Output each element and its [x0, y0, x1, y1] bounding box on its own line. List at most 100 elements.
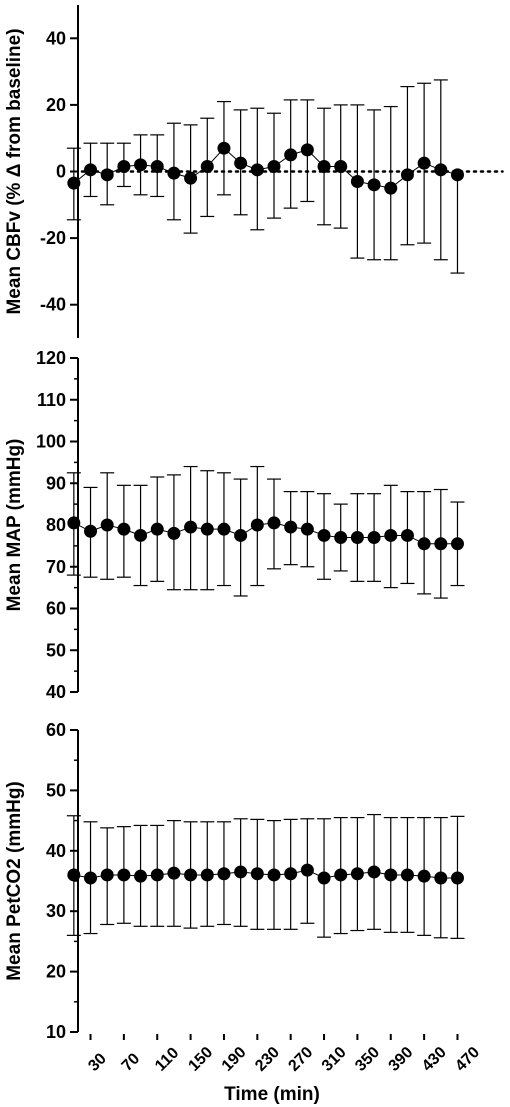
- data-point: [67, 176, 81, 190]
- data-point: [450, 537, 464, 551]
- data-point: [100, 868, 114, 882]
- data-point: [417, 869, 431, 883]
- y-tick-label: 80: [46, 515, 66, 535]
- y-tick-label: 60: [46, 720, 66, 740]
- data-point: [234, 156, 248, 170]
- x-tick-label: 190: [219, 1044, 250, 1075]
- data-point: [200, 160, 214, 174]
- data-point: [450, 168, 464, 182]
- data-point: [367, 178, 381, 192]
- data-point: [84, 163, 98, 177]
- data-point: [367, 531, 381, 545]
- data-point: [100, 518, 114, 532]
- data-point: [434, 871, 448, 885]
- x-tick-label: 110: [152, 1044, 182, 1074]
- data-point: [417, 537, 431, 551]
- data-point: [217, 867, 231, 881]
- x-tick-label: 310: [319, 1044, 350, 1075]
- data-point: [184, 171, 198, 185]
- y-tick-label: 70: [46, 557, 66, 577]
- data-point: [117, 522, 131, 536]
- series-line: [73, 522, 458, 545]
- data-point: [167, 166, 181, 180]
- data-point: [250, 163, 264, 177]
- data-point: [350, 531, 364, 545]
- y-tick-label: 110: [37, 390, 66, 410]
- data-point: [267, 868, 281, 882]
- y-axis-title: Mean MAP (mmHg): [4, 439, 25, 612]
- data-point: [417, 156, 431, 170]
- data-point: [167, 866, 181, 880]
- data-point: [384, 868, 398, 882]
- x-tick-label: 470: [452, 1044, 483, 1075]
- data-point: [384, 181, 398, 195]
- data-point: [250, 518, 264, 532]
- y-tick-label: -40: [40, 295, 66, 315]
- data-point: [434, 537, 448, 551]
- x-tick-label: 30: [85, 1050, 110, 1075]
- data-point: [434, 163, 448, 177]
- data-point: [384, 528, 398, 542]
- y-tick-label: 40: [46, 841, 66, 861]
- map-panel: 40 50 60 70 80 90 100 110 120 Mean MAP (mmHg): [4, 348, 465, 702]
- y-tick-label: 40: [46, 28, 66, 48]
- x-tick-label: 270: [285, 1044, 316, 1075]
- data-point: [84, 871, 98, 885]
- data-point: [334, 868, 348, 882]
- data-point: [150, 868, 164, 882]
- y-tick-label: 30: [46, 901, 66, 921]
- y-tick-label: 120: [36, 348, 66, 368]
- x-tick-label: 230: [252, 1044, 283, 1075]
- cbfv-panel: -40 -20 0 20 40 Mean CBFv (% Δ from baseline): [4, 5, 504, 338]
- data-point: [267, 160, 281, 174]
- data-point: [217, 141, 231, 155]
- y-tick-label: 40: [46, 682, 66, 702]
- data-point: [250, 867, 264, 881]
- data-point: [134, 528, 148, 542]
- x-tick-label: 70: [119, 1050, 144, 1075]
- y-tick-label: 10: [46, 1022, 66, 1042]
- data-point: [284, 148, 298, 162]
- data-point: [400, 528, 414, 542]
- data-point: [184, 520, 198, 534]
- data-point: [317, 871, 331, 885]
- series-line: [73, 147, 458, 189]
- y-tick-label: 50: [46, 780, 66, 800]
- data-point: [117, 868, 131, 882]
- data-point: [150, 160, 164, 174]
- data-point: [350, 174, 364, 188]
- y-axis-title: Mean CBFv (% Δ from baseline): [4, 28, 25, 314]
- data-point: [134, 869, 148, 883]
- data-point: [267, 516, 281, 530]
- x-tick-label: 350: [352, 1044, 383, 1075]
- y-tick-label: 90: [46, 473, 66, 493]
- data-point: [67, 516, 81, 530]
- data-point: [284, 867, 298, 881]
- data-point: [350, 867, 364, 881]
- data-point: [317, 160, 331, 174]
- x-tick-label: 430: [419, 1044, 450, 1075]
- data-point: [117, 160, 131, 174]
- data-point: [234, 865, 248, 879]
- data-point: [284, 520, 298, 534]
- data-point: [300, 863, 314, 877]
- y-tick-label: 100: [36, 432, 66, 452]
- data-point: [200, 522, 214, 536]
- series-line: [73, 869, 458, 879]
- data-point: [450, 871, 464, 885]
- data-point: [334, 531, 348, 545]
- y-tick-label: 50: [46, 640, 66, 660]
- data-point: [84, 524, 98, 538]
- data-point: [184, 868, 198, 882]
- data-point: [300, 143, 314, 157]
- data-point: [134, 158, 148, 172]
- y-tick-label: 20: [46, 962, 66, 982]
- data-point: [150, 522, 164, 536]
- data-point: [217, 522, 231, 536]
- data-point: [300, 522, 314, 536]
- y-tick-label: 20: [46, 95, 66, 115]
- y-tick-label: 60: [46, 599, 66, 619]
- x-axis-title: Time (min): [224, 1084, 320, 1105]
- y-axis-title: Mean PetCO2 (mmHg): [4, 781, 25, 981]
